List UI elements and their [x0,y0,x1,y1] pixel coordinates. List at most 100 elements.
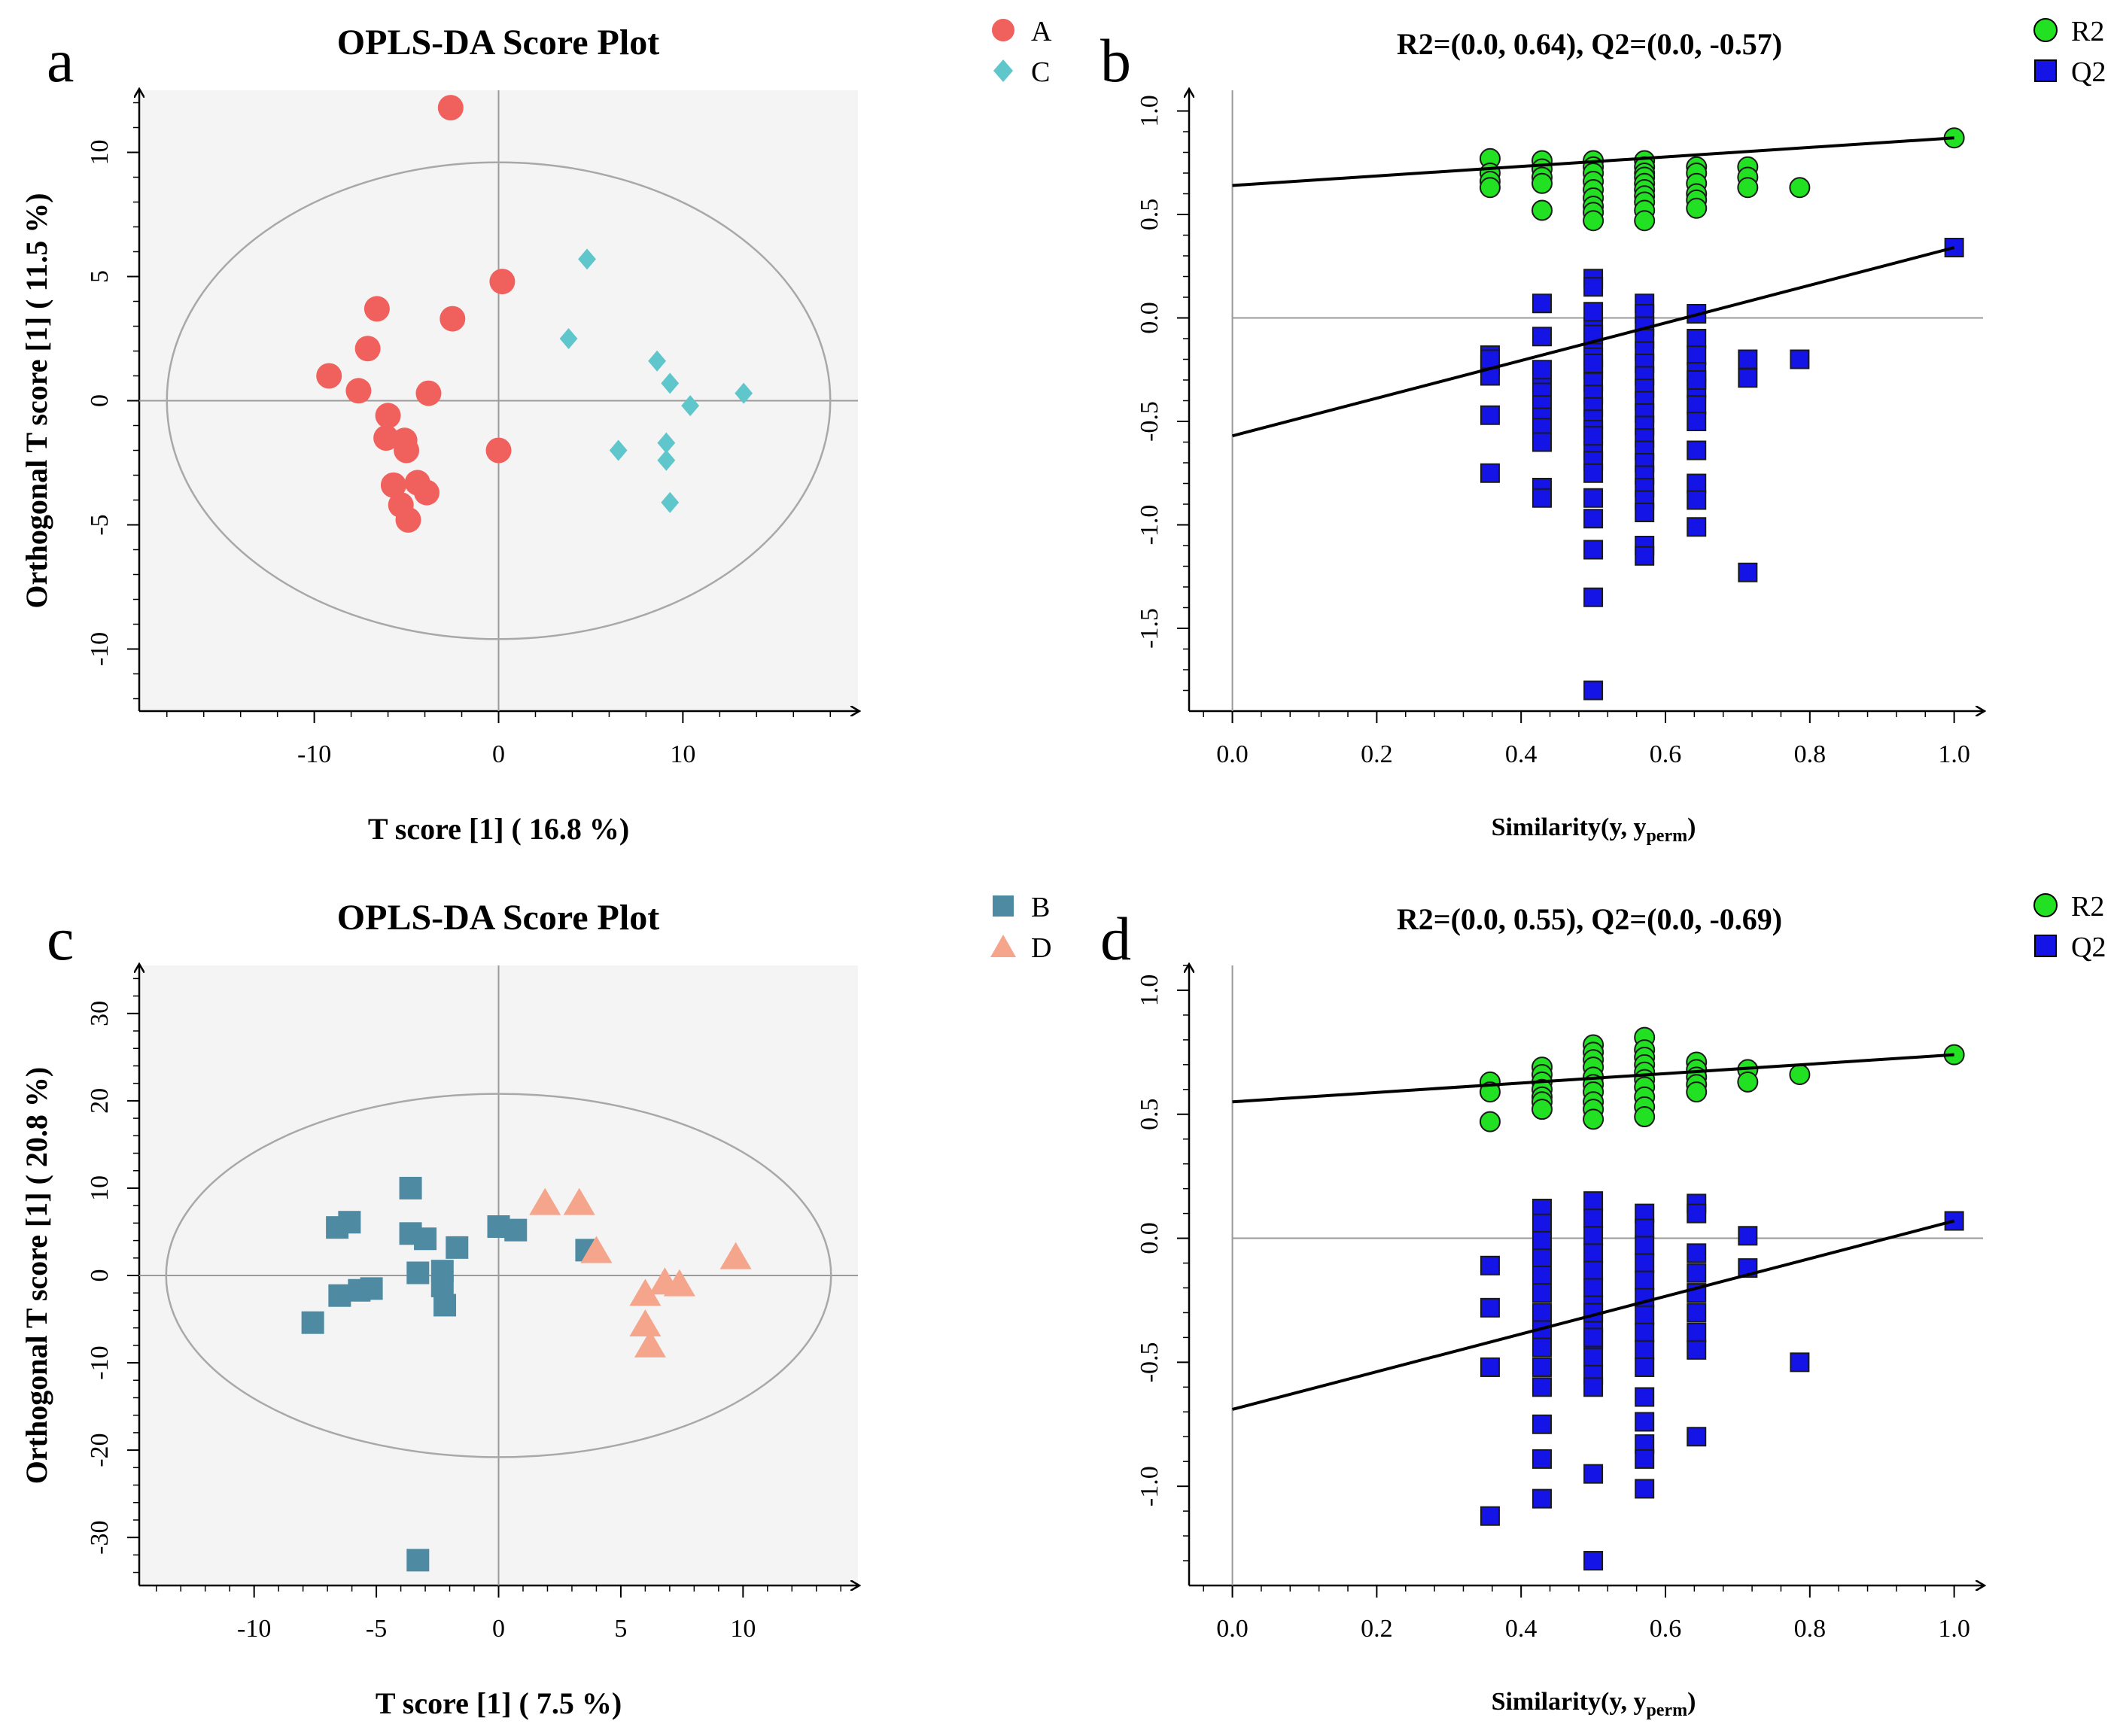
point-Q2 [1738,368,1758,388]
y-tick-label: -1.0 [1136,1466,1163,1506]
point-Q2 [1738,562,1758,582]
point-Q2 [1480,1297,1500,1318]
point-Q2 [1583,1191,1604,1212]
point-Q2 [1635,1322,1655,1342]
x-tick-label: 0.0 [1216,740,1249,768]
point-C [609,439,628,461]
point-Q2 [1687,412,1707,431]
x-tick-label: 1.0 [1938,740,1970,768]
point-B [348,1278,371,1302]
series-Q2 [1480,1191,1964,1571]
x-tick-label: 5 [614,1615,627,1643]
point-Q2 [1532,432,1552,452]
point-Q2 [1532,1337,1552,1357]
x-tick-label: -10 [237,1615,271,1643]
x-tick-label: 0.8 [1794,740,1827,768]
hotelling-ellipse [166,161,832,640]
hotelling-ellipse [165,1093,832,1458]
point-Q2 [1687,1243,1707,1263]
point-Q2 [1583,1347,1604,1367]
point-A [414,479,440,506]
point-R2 [1634,210,1656,232]
legend-c: B D [990,892,1051,964]
legend-label-A: A [1031,16,1052,47]
x-axis-label: Similarity(y, yperm) [1492,1688,1696,1720]
point-Q2 [1583,277,1604,297]
point-Q2 [1790,349,1810,369]
point-Q2 [1635,1218,1655,1239]
series-R2 [1479,1026,1965,1133]
point-B [328,1284,351,1307]
point-B [414,1227,437,1251]
point-Q2 [1532,360,1552,380]
y-tick-label: 20 [86,1088,114,1114]
point-A [489,269,516,295]
x-tick-label: 0.2 [1361,740,1393,768]
point-C [559,328,578,349]
point-D [629,1278,662,1306]
y-tick-label: 0.5 [1136,199,1163,231]
point-R2 [1737,177,1759,199]
legend-marker-Q2 [2034,59,2057,82]
point-Q2 [1635,1357,1655,1377]
point-R2 [1479,1111,1501,1133]
panel-letter-b: b [1100,26,1131,95]
point-Q2 [1532,1283,1552,1303]
y-tick-label: -1.5 [1136,608,1163,649]
point-C [681,395,700,417]
point-Q2 [1687,440,1707,461]
point-Q2 [1738,1226,1758,1246]
point-B [406,1261,430,1285]
point-Q2 [1583,1327,1604,1348]
legend-marker-C [993,59,1013,82]
point-B [504,1218,528,1242]
point-Q2 [1583,463,1604,483]
point-Q2 [1532,293,1552,314]
point-Q2 [1583,1243,1604,1263]
point-Q2 [1480,1357,1500,1377]
point-Q2 [1635,1412,1655,1432]
point-Q2 [1635,1479,1655,1499]
point-Q2 [1583,680,1604,701]
point-B [406,1549,430,1572]
point-R2 [1634,1106,1656,1128]
x-tick-label: 0.6 [1650,1615,1682,1643]
chart-title-c: OPLS-DA Score Plot [337,898,659,938]
point-D [663,1269,695,1297]
point-C [657,449,676,471]
x-tick-label: 0.4 [1505,1615,1538,1643]
y-axis-label: Orthogonal T score [1] ( 20.8 %) [20,1067,53,1484]
point-Q2 [1583,1226,1604,1246]
y-tick-label: 1.0 [1136,95,1163,127]
point-Q2 [1532,1303,1552,1323]
point-B [301,1311,324,1334]
point-Q2 [1583,1209,1604,1229]
point-Q2 [1635,1305,1655,1325]
point-A [354,336,381,362]
x-tick-label: 0.8 [1794,1615,1827,1643]
point-Q2 [1687,345,1707,365]
point-Q2 [1687,517,1707,537]
legend-label-Q2: Q2 [2071,56,2106,88]
point-Q2 [1583,354,1604,373]
point-A [375,403,401,429]
chart-title-a: OPLS-DA Score Plot [337,23,659,62]
point-Q2 [1687,490,1707,510]
legend-a: A C [992,16,1052,88]
y-tick-label: 0.0 [1136,1222,1163,1254]
point-Q2 [1687,1203,1707,1224]
point-Q2 [1687,1322,1707,1342]
point-D [719,1242,752,1269]
series-A [316,95,516,533]
point-Q2 [1532,1266,1552,1285]
point-C [661,372,680,394]
point-R2 [1789,177,1811,199]
score-plot-c: -10 -5 0 5 10 -30 -20 -10 0 10 20 30 T score [1] ( 7… [20,964,859,1720]
fit-line-R2 [1232,136,1954,187]
series-Q2 [1480,238,1964,701]
series-B [301,1176,598,1572]
series-C [559,248,753,513]
point-Q2 [1532,1248,1552,1268]
y-tick-label: -0.5 [1136,401,1163,442]
